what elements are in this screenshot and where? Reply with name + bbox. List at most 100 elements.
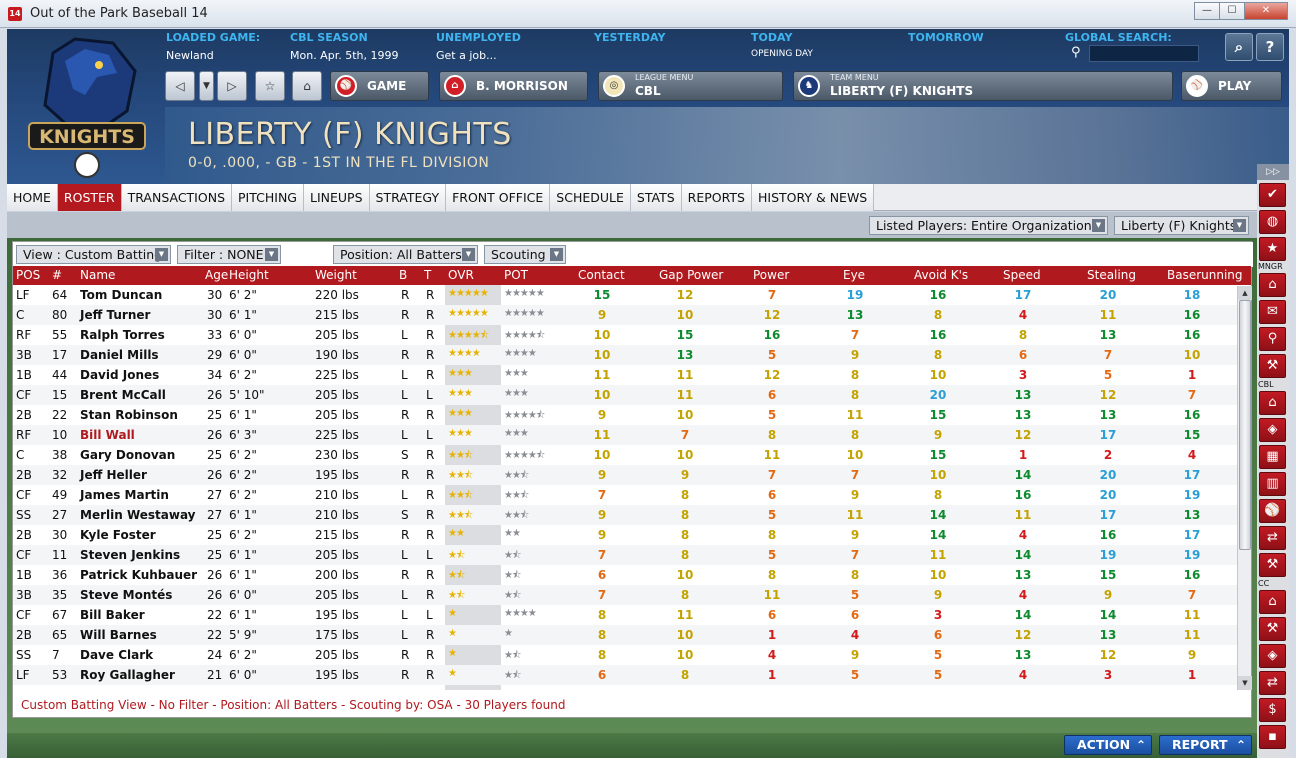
table-row[interactable]: LF 64 Tom Duncan 30 6' 2" 220 lbs R R ★★★★★ ★★★★★… bbox=[13, 285, 1237, 305]
home-icon[interactable]: ⌂ bbox=[1259, 590, 1286, 614]
column-header-number[interactable]: # bbox=[52, 268, 63, 282]
column-header-eye[interactable]: Eye bbox=[843, 268, 866, 282]
scroll-down-icon[interactable]: ▼ bbox=[1238, 676, 1252, 690]
cell-player-name[interactable]: Brent McCall bbox=[80, 388, 166, 402]
mail-icon[interactable]: ✉ bbox=[1259, 300, 1286, 324]
column-header-pot[interactable]: POT bbox=[504, 268, 529, 282]
wrench-icon[interactable]: ⚒ bbox=[1259, 354, 1286, 378]
tab-lineups[interactable]: LINEUPS bbox=[303, 184, 370, 211]
tab-pitching[interactable]: PITCHING bbox=[232, 184, 304, 211]
maximize-button[interactable]: ☐ bbox=[1219, 2, 1245, 20]
transfer-icon[interactable]: ⇄ bbox=[1259, 671, 1286, 695]
minimize-button[interactable]: — bbox=[1194, 2, 1220, 20]
table-row[interactable]: RF 10 Bill Wall 26 6' 3" 225 lbs L L ★★★ ★★★ 11 7 8 8… bbox=[13, 425, 1237, 445]
cell-player-name[interactable]: Ralph Torres bbox=[80, 328, 165, 342]
scroll-thumb[interactable] bbox=[1239, 300, 1251, 550]
batter-icon[interactable]: ⚒ bbox=[1259, 617, 1286, 641]
more-icon[interactable]: ▪ bbox=[1259, 725, 1286, 749]
cell-player-name[interactable]: Stan Robinson bbox=[80, 408, 178, 422]
tab-front-office[interactable]: FRONT OFFICE bbox=[446, 184, 551, 211]
column-header-name[interactable]: Name bbox=[80, 268, 116, 282]
tab-roster[interactable]: ROSTER bbox=[57, 184, 122, 211]
column-header-pos[interactable]: POS bbox=[16, 268, 41, 282]
column-header-age[interactable]: Age bbox=[205, 268, 229, 282]
search-icon[interactable]: ⚲ bbox=[1259, 327, 1286, 351]
table-row[interactable]: RF 55 Ralph Torres 33 6' 0" 205 lbs L R ★★★★⯪ ★★★… bbox=[13, 325, 1237, 345]
table-row[interactable]: C 38 Gary Donovan 25 6' 2" 230 lbs S R ★★⯪ ★★★★⯪ 1… bbox=[13, 445, 1237, 465]
column-header-speed[interactable]: Speed bbox=[1003, 268, 1041, 282]
cell-player-name[interactable]: Bill Baker bbox=[80, 608, 145, 622]
forward-button[interactable]: ▷ bbox=[217, 71, 247, 101]
cell-player-name[interactable]: Patrick Kuhbauer bbox=[80, 568, 198, 582]
column-header-stealing[interactable]: Stealing bbox=[1087, 268, 1136, 282]
home-icon[interactable]: ⌂ bbox=[1259, 273, 1286, 297]
history-dropdown[interactable]: ▼ bbox=[199, 71, 214, 101]
cell-player-name[interactable]: Roy Gallagher bbox=[80, 668, 175, 682]
home-icon[interactable]: ⌂ bbox=[1259, 391, 1286, 415]
table-row[interactable]: CF 15 Brent McCall 26 5' 10" 205 lbs L L ★★★ ★★★ 1… bbox=[13, 385, 1237, 405]
team-menu-button[interactable]: ♞ TEAM MENU LIBERTY (F) KNIGHTS bbox=[793, 71, 1173, 101]
sidebar-collapse-icon[interactable]: ▷▷ bbox=[1257, 164, 1289, 180]
tomorrow-label[interactable]: TOMORROW bbox=[908, 31, 984, 44]
today-label[interactable]: TODAY bbox=[751, 31, 793, 44]
table-row[interactable]: CF 49 James Martin 27 6' 2" 210 lbs L R ★★⯪ ★★⯪ 7 8… bbox=[13, 485, 1237, 505]
cell-player-name[interactable]: Will Barnes bbox=[80, 628, 157, 642]
cell-player-name[interactable]: Daniel Mills bbox=[80, 348, 159, 362]
close-button[interactable]: ✕ bbox=[1244, 2, 1288, 20]
bar-chart-icon[interactable]: ▥ bbox=[1259, 472, 1286, 496]
action-button[interactable]: ACTION ⌃ bbox=[1064, 735, 1152, 755]
table-row[interactable]: CF 67 Bill Baker 22 6' 1" 195 lbs L L ★ ★★★★ 8 11 6 6… bbox=[13, 605, 1237, 625]
cell-player-name[interactable]: David Jones bbox=[80, 368, 160, 382]
team-logo[interactable]: KNIGHTS bbox=[15, 33, 159, 181]
league-menu-button[interactable]: ◎ LEAGUE MENU CBL bbox=[598, 71, 783, 101]
tab-home[interactable]: HOME bbox=[7, 184, 58, 211]
team-select-dropdown[interactable]: Liberty (F) Knights ▼ bbox=[1114, 216, 1249, 235]
calendar-icon[interactable]: ▦ bbox=[1259, 445, 1286, 469]
cell-player-name[interactable]: Tom Duncan bbox=[80, 288, 163, 302]
game-button[interactable]: ⚾ GAME bbox=[330, 71, 429, 101]
table-row[interactable]: 2B 22 Stan Robinson 25 6' 1" 205 lbs R R ★★★ ★★★★… bbox=[13, 405, 1237, 425]
listed-players-dropdown[interactable]: Listed Players: Entire Organization ▼ bbox=[869, 216, 1108, 235]
wrench-icon[interactable]: ⚒ bbox=[1259, 553, 1286, 577]
help-button[interactable]: ? bbox=[1256, 33, 1284, 61]
column-header-ovr[interactable]: OVR bbox=[448, 268, 474, 282]
manager-button[interactable]: ⌂ B. MORRISON bbox=[439, 71, 588, 101]
cell-player-name[interactable]: Kyle Foster bbox=[80, 528, 156, 542]
table-row[interactable]: 1B 36 Patrick Kuhbauer 26 6' 1" 200 lbs R R ★⯪ ★⯪… bbox=[13, 565, 1237, 585]
table-row[interactable]: 1B 44 David Jones 34 6' 2" 225 lbs L R ★★★ ★★★ 11 1… bbox=[13, 365, 1237, 385]
yesterday-label[interactable]: YESTERDAY bbox=[594, 31, 666, 44]
table-row[interactable]: SS 7 Dave Clark 24 6' 2" 205 lbs R R ★ ★⯪ 8 10 4 9 5 13… bbox=[13, 645, 1237, 665]
star-icon[interactable]: ★ bbox=[1259, 237, 1286, 261]
diamond-icon[interactable]: ◈ bbox=[1259, 418, 1286, 442]
global-search-input[interactable] bbox=[1089, 45, 1199, 62]
dollar-icon[interactable]: $ bbox=[1259, 698, 1286, 722]
cell-player-name[interactable]: Merlin Westaway bbox=[80, 508, 196, 522]
scroll-up-icon[interactable]: ▲ bbox=[1238, 286, 1252, 300]
table-row[interactable]: CF 11 Steven Jenkins 25 6' 1" 205 lbs L L ★⯪ ★⯪ 7 8… bbox=[13, 545, 1237, 565]
column-header-avoid-k-s[interactable]: Avoid K's bbox=[914, 268, 969, 282]
column-header-gap-power[interactable]: Gap Power bbox=[659, 268, 724, 282]
cell-player-name[interactable]: Dave Clark bbox=[80, 648, 154, 662]
diamond-icon[interactable]: ◈ bbox=[1259, 644, 1286, 668]
tab-strategy[interactable]: STRATEGY bbox=[369, 184, 447, 211]
baseball-icon[interactable]: ⚾ bbox=[1259, 499, 1286, 523]
get-job-link[interactable]: Get a job... bbox=[436, 49, 497, 62]
tab-reports[interactable]: REPORTS bbox=[681, 184, 752, 211]
tab-schedule[interactable]: SCHEDULE bbox=[550, 184, 631, 211]
cell-player-name[interactable]: Bill Wall bbox=[80, 428, 135, 442]
column-header-baserunning[interactable]: Baserunning bbox=[1167, 268, 1243, 282]
column-header-height[interactable]: Height bbox=[229, 268, 269, 282]
favorite-star-icon[interactable]: ☆ bbox=[255, 71, 285, 101]
cell-player-name[interactable]: James Martin bbox=[80, 488, 169, 502]
search-button[interactable]: ⌕ bbox=[1225, 33, 1253, 61]
table-row[interactable]: LF 53 Roy Gallagher 21 6' 0" 195 lbs R R ★ ★⯪ 6 8 1 5… bbox=[13, 665, 1237, 685]
table-row[interactable]: 2B 32 Jeff Heller 26 6' 2" 195 lbs R R ★★⯪ ★★⯪ 9 9 7… bbox=[13, 465, 1237, 485]
view-dropdown[interactable]: View : Custom Batting ▼ bbox=[16, 245, 171, 264]
globe-icon[interactable]: ◍ bbox=[1259, 210, 1286, 234]
play-button[interactable]: ⚾ PLAY bbox=[1181, 71, 1282, 101]
scouting-dropdown[interactable]: Scouting ▼ bbox=[484, 245, 566, 264]
column-header-contact[interactable]: Contact bbox=[578, 268, 625, 282]
position-dropdown[interactable]: Position: All Batters ▼ bbox=[333, 245, 478, 264]
tab-history-news[interactable]: HISTORY & NEWS bbox=[751, 184, 875, 211]
cell-player-name[interactable]: Jeff Turner bbox=[80, 308, 151, 322]
